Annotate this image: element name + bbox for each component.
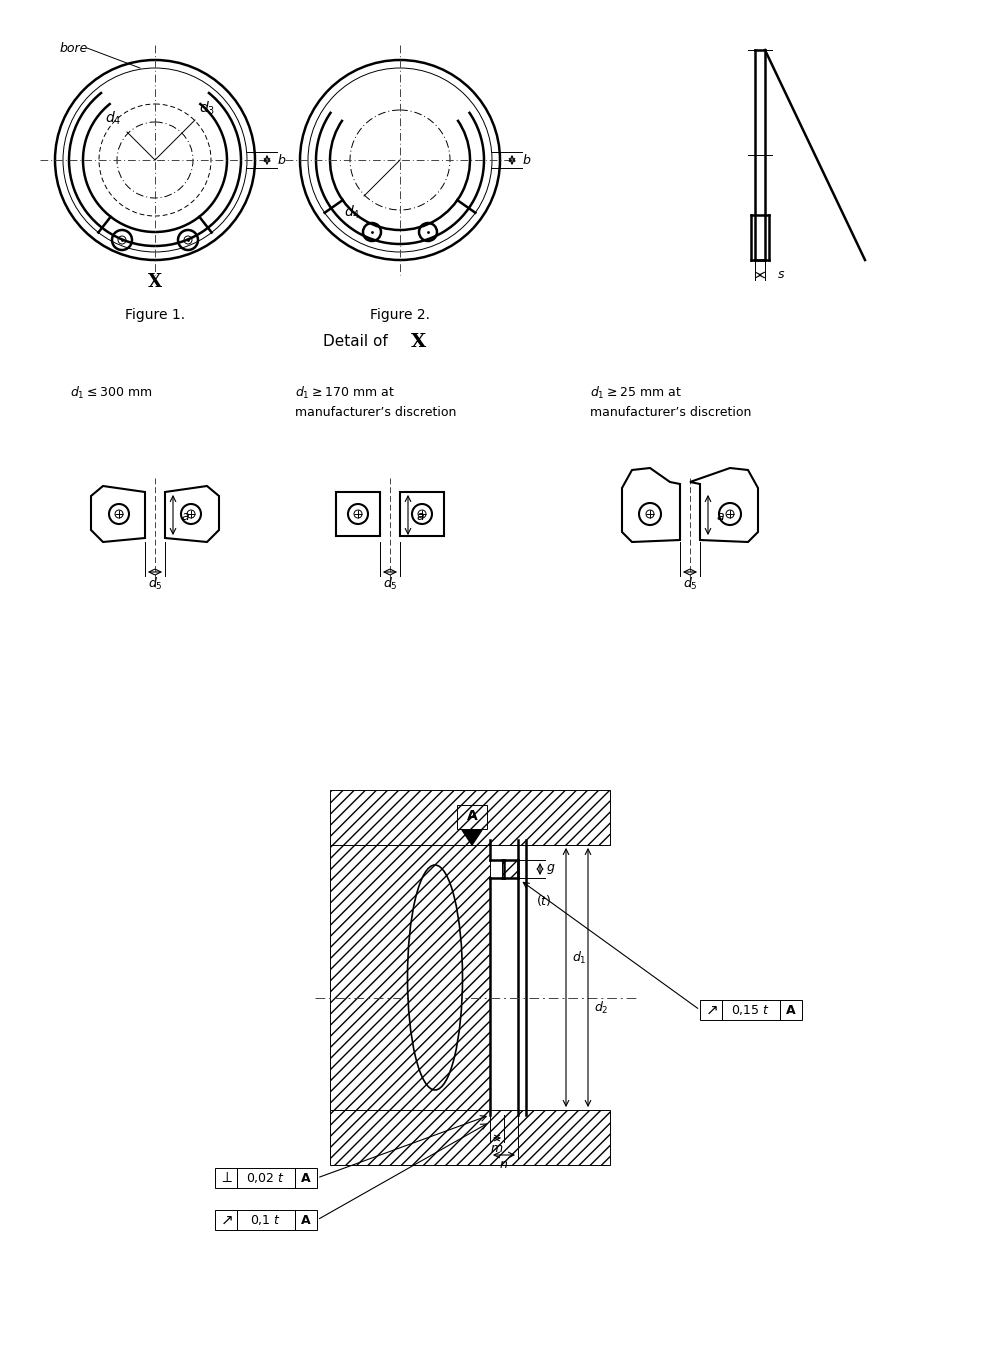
Text: $(t)$: $(t)$ [536,892,551,907]
Text: bore: bore [60,42,88,55]
Bar [700,1000,722,1021]
Text: $d_1$: $d_1$ [572,949,587,965]
Text: $m$: $m$ [490,1142,504,1154]
Bar [722,1000,780,1021]
Text: $d_4$: $d_4$ [105,109,122,127]
Text: $b$: $b$ [522,153,532,167]
Text: $d_2$: $d_2$ [594,999,609,1015]
Text: A: A [466,809,477,824]
Text: $d_1 \leq 300$ mm: $d_1 \leq 300$ mm [70,385,152,401]
Text: $d_5$: $d_5$ [382,576,397,593]
Bar [215,1168,237,1188]
Bar [780,1000,802,1021]
Text: 0,1 $t$: 0,1 $t$ [250,1214,282,1227]
Text: X: X [148,273,162,292]
Text: Figure 2.: Figure 2. [370,308,430,323]
Bar [237,1168,295,1188]
Text: 0,15 $t$: 0,15 $t$ [731,1003,771,1017]
Text: 0,02 $t$: 0,02 $t$ [246,1170,286,1185]
Text: $n$: $n$ [500,1158,509,1172]
Bar [237,1210,295,1230]
Text: $d_5$: $d_5$ [683,576,698,593]
Bar [295,1210,317,1230]
Text: $d_5$: $d_5$ [147,576,162,593]
Ellipse shape [407,865,462,1089]
Text: $a$: $a$ [181,509,190,522]
Text: A: A [301,1214,311,1227]
Bar [215,1210,237,1230]
Text: $\perp$: $\perp$ [218,1170,233,1185]
Bar [502,860,518,878]
Bar [295,1168,317,1188]
Text: $\nearrow$: $\nearrow$ [218,1212,234,1227]
Bar [330,1110,610,1165]
Text: $a$: $a$ [416,509,425,522]
Text: $g$: $g$ [546,863,555,876]
Text: $b$: $b$ [277,153,287,167]
Bar [330,845,490,1110]
Text: Figure 1.: Figure 1. [124,308,185,323]
Polygon shape [462,830,482,845]
Text: X: X [410,333,426,351]
Text: Detail of: Detail of [323,335,387,350]
Text: $s$: $s$ [777,269,785,282]
Text: A: A [301,1172,311,1184]
Text: $\nearrow$: $\nearrow$ [703,1003,719,1018]
Text: $a$: $a$ [716,509,725,522]
Text: $d_1 \geq 170$ mm at
manufacturer’s discretion: $d_1 \geq 170$ mm at manufacturer’s disc… [295,385,456,418]
Text: $d_1 \geq 25$ mm at
manufacturer’s discretion: $d_1 \geq 25$ mm at manufacturer’s discr… [590,385,752,418]
Text: $d_4$: $d_4$ [344,204,361,220]
Bar [330,790,610,845]
Text: A: A [786,1003,795,1017]
Text: $d_3$: $d_3$ [199,100,215,116]
